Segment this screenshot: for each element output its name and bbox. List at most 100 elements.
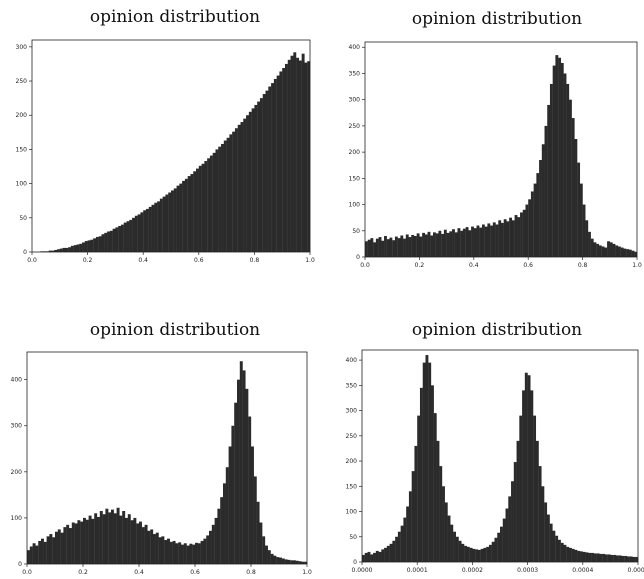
histogram-bar: [483, 547, 487, 562]
y-tick-label: 300: [16, 44, 28, 51]
histogram-bar: [259, 522, 263, 564]
y-tick-label: 250: [349, 123, 361, 130]
histogram-bar: [52, 537, 56, 564]
histogram-bar: [465, 227, 469, 257]
histogram-bar: [27, 550, 30, 564]
histogram-bar: [262, 536, 266, 564]
histogram-bar: [57, 249, 60, 252]
histogram-bar: [422, 232, 425, 257]
histogram-bar: [223, 483, 226, 564]
histogram-bar: [549, 83, 553, 257]
histogram-bar: [530, 390, 534, 562]
chart-title: opinion distribution: [411, 320, 583, 340]
histogram-bar: [130, 520, 134, 564]
y-tick-label: 300: [349, 97, 361, 104]
histogram-bar: [413, 236, 417, 257]
histogram-bar: [158, 537, 162, 564]
plot-frame: [26, 351, 308, 565]
histogram-bar: [229, 134, 233, 252]
histogram-bar: [533, 415, 537, 562]
histogram-bar: [109, 230, 113, 252]
histogram-bar: [547, 104, 551, 258]
histogram-bar: [475, 549, 479, 562]
histogram-bar: [400, 525, 404, 562]
histogram-bar: [211, 524, 215, 564]
histogram-bar: [492, 222, 496, 257]
histogram-bar: [248, 416, 252, 564]
histogram-bar: [284, 63, 288, 252]
histogram-bar: [495, 224, 499, 257]
histogram-bar: [173, 188, 177, 252]
histogram-bar: [206, 535, 210, 564]
y-tick-label: 400: [346, 357, 358, 364]
x-tick-label: 0.4: [138, 257, 148, 264]
histogram-bar: [362, 554, 365, 562]
histogram-bar: [428, 362, 432, 562]
histogram-bar: [405, 234, 409, 257]
plot-frame: [31, 39, 311, 253]
histogram-bar: [524, 372, 528, 562]
histogram-bar: [411, 471, 415, 562]
y-tick-label: 350: [346, 382, 358, 389]
y-tick-label: 150: [16, 146, 28, 153]
histogram-bar: [159, 198, 163, 252]
histogram-bar: [582, 551, 586, 562]
histogram-bar: [557, 539, 561, 562]
histogram-bar: [549, 523, 553, 562]
x-tick-label: 0.4: [134, 569, 144, 576]
histogram-bar: [612, 243, 616, 257]
histogram-bar: [408, 491, 412, 562]
histogram-bar: [270, 553, 274, 564]
histogram-bar: [615, 555, 619, 562]
histogram-bar: [183, 543, 187, 564]
histogram-bar: [367, 551, 371, 562]
histogram-bar: [273, 555, 277, 564]
y-tick-label: 100: [349, 202, 361, 209]
histogram-bar: [111, 509, 114, 564]
histogram-bar: [509, 217, 513, 257]
histogram-bar: [225, 467, 229, 564]
histogram-bar: [552, 65, 556, 257]
histogram-bar: [162, 196, 166, 252]
y-tick-label: 250: [16, 78, 28, 85]
histogram-bar: [293, 560, 296, 564]
histogram-bar: [298, 60, 302, 252]
histogram-bar: [223, 140, 227, 252]
histogram-bar: [615, 245, 619, 257]
histogram-bar: [514, 215, 518, 257]
histogram-bar: [635, 556, 639, 562]
histogram-bar: [234, 128, 238, 252]
histogram-bar: [438, 230, 442, 257]
x-tick-label: 0.0002: [462, 567, 483, 574]
histogram-bar: [406, 506, 410, 562]
histogram-bar: [65, 247, 69, 252]
histogram-bar: [604, 554, 608, 562]
histogram-bar: [501, 222, 504, 257]
histogram-bar: [196, 168, 199, 252]
histogram-bar: [375, 238, 379, 257]
histogram-bar: [307, 61, 311, 253]
histogram-bar: [503, 219, 507, 257]
histogram-bar: [287, 59, 291, 252]
histogram-bar: [105, 508, 109, 564]
histogram-bar: [132, 217, 136, 252]
histogram-bar: [304, 62, 308, 252]
histogram-bar: [577, 162, 581, 257]
histogram-bar: [71, 522, 75, 564]
histogram-bar: [601, 246, 605, 257]
y-tick-label: 100: [346, 509, 358, 516]
chart-title: opinion distribution: [411, 9, 583, 29]
x-tick-label: 1.0: [302, 569, 312, 576]
y-tick-label: 200: [16, 112, 28, 119]
histogram-bar: [118, 226, 122, 252]
histogram-bar: [136, 523, 140, 564]
histogram-bar: [254, 104, 258, 252]
histogram-bar: [441, 233, 445, 257]
y-tick-label: 0: [23, 249, 27, 256]
histogram-bar: [596, 553, 600, 562]
histogram-bar: [234, 402, 238, 564]
histogram-bar: [511, 220, 515, 257]
histogram-bar: [282, 68, 286, 252]
histogram-bar: [182, 180, 186, 252]
